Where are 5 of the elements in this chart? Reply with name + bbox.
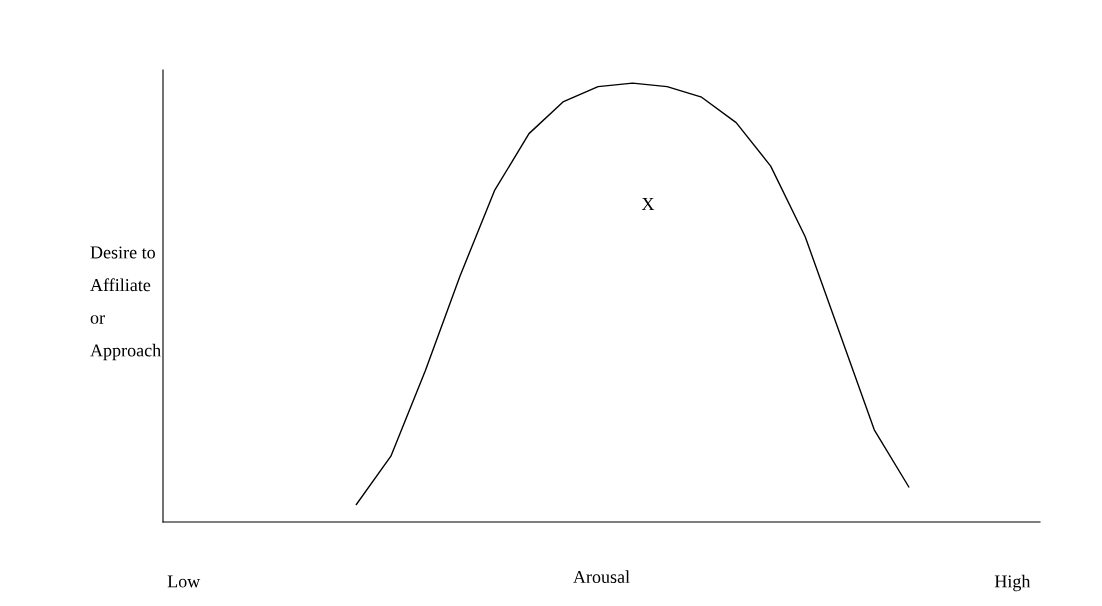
- x-tick-label: High: [994, 574, 1031, 592]
- x-axis-title: Arousal: [573, 570, 630, 584]
- text: Desire to Affiliate or Approach: [90, 246, 161, 361]
- annotation: X: [641, 198, 655, 210]
- x-tick-label: Low: [167, 575, 201, 588]
